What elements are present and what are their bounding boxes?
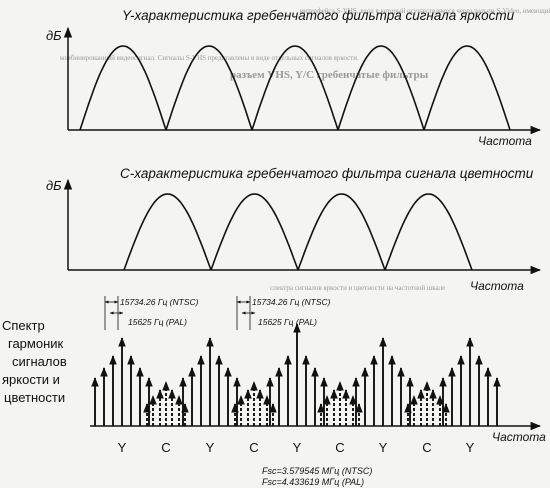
spectrum-axis-label: C: [422, 440, 431, 455]
y-response-lobe: [337, 45, 425, 131]
spectrum-axis-label: C: [249, 440, 258, 455]
c-chart-lobes: [123, 193, 473, 271]
annotation-ntsc-right: 15734.26 Гц (NTSC): [252, 297, 331, 307]
annotation-ntsc-left: 15734.26 Гц (NTSC): [120, 297, 199, 307]
spectrum-side-label: Спектр гармоник сигналов яркости и цветн…: [2, 318, 67, 405]
background-page-text: интерфейса S-VHS, вход в который осущест…: [60, 7, 550, 292]
y-response-lobe: [251, 45, 339, 131]
c-response-lobe: [384, 193, 473, 271]
background-text-line: спектра сигналов яркости и цветности на …: [270, 284, 445, 292]
spectrum-axis-label: C: [335, 440, 344, 455]
y-chart-ylabel: дБ: [46, 28, 62, 43]
c-response-lobe: [123, 193, 212, 271]
c-response-lobe: [210, 193, 299, 271]
spectrum-axis-label: Y: [466, 440, 475, 455]
spectrum-label-line: цветности: [4, 390, 65, 405]
spectrum-label-line: яркости и: [2, 372, 60, 387]
spectrum-axis-label: Y: [293, 440, 302, 455]
y-chart-lobes: [79, 45, 511, 131]
spectrum-label-line: гармоник: [8, 336, 64, 351]
fsc-ntsc-label: Fsc=3.579545 МГц (NTSC): [262, 466, 372, 476]
spectrum-axis-label: Y: [118, 440, 127, 455]
annotation-pal-left: 15625 Гц (PAL): [128, 317, 187, 327]
y-chart-title: Y-характеристика гребенчатого фильтра си…: [122, 8, 515, 23]
c-chart-title: С-характеристика гребенчатого фильтра си…: [120, 166, 534, 181]
y-response-lobe: [165, 45, 253, 131]
c-chart-xlabel: Частота: [470, 279, 524, 293]
background-text-line: интерфейса S-VHS, вход в который осущест…: [300, 7, 550, 15]
spectrum-axis-label: C: [161, 440, 170, 455]
y-response-lobe: [423, 45, 511, 131]
y-response-lobe: [79, 45, 167, 131]
spacing-annotation-right: 15734.26 Гц (NTSC) 15625 Гц (PAL): [236, 296, 331, 330]
fsc-pal-label: Fsc=4.433619 МГц (PAL): [262, 477, 364, 487]
spectrum-xlabel: Частота: [492, 430, 546, 444]
y-filter-chart: Y-характеристика гребенчатого фильтра си…: [46, 8, 542, 148]
y-chart-xlabel: Частота: [478, 134, 532, 148]
background-text-line: разъем VHS, Y/C гребенчатые фильтры: [230, 69, 429, 81]
c-chart-ylabel: дБ: [46, 178, 62, 193]
background-text-line: комбинированный видеосигнал. Сигналы S-V…: [60, 54, 359, 62]
spectrum-harmonics: [91, 323, 501, 426]
c-response-lobe: [297, 193, 386, 271]
c-filter-chart: С-характеристика гребенчатого фильтра си…: [46, 166, 542, 293]
spectrum-axis-label: Y: [206, 440, 215, 455]
spectrum-label-line: Спектр: [2, 318, 45, 333]
spectrum-label-line: сигналов: [12, 354, 67, 369]
spacing-annotation-left: 15734.26 Гц (NTSC) 15625 Гц (PAL): [104, 296, 199, 330]
spectrum-chart: Спектр гармоник сигналов яркости и цветн…: [2, 296, 546, 487]
spectrum-axis-label: Y: [379, 440, 388, 455]
annotation-pal-right: 15625 Гц (PAL): [258, 317, 317, 327]
